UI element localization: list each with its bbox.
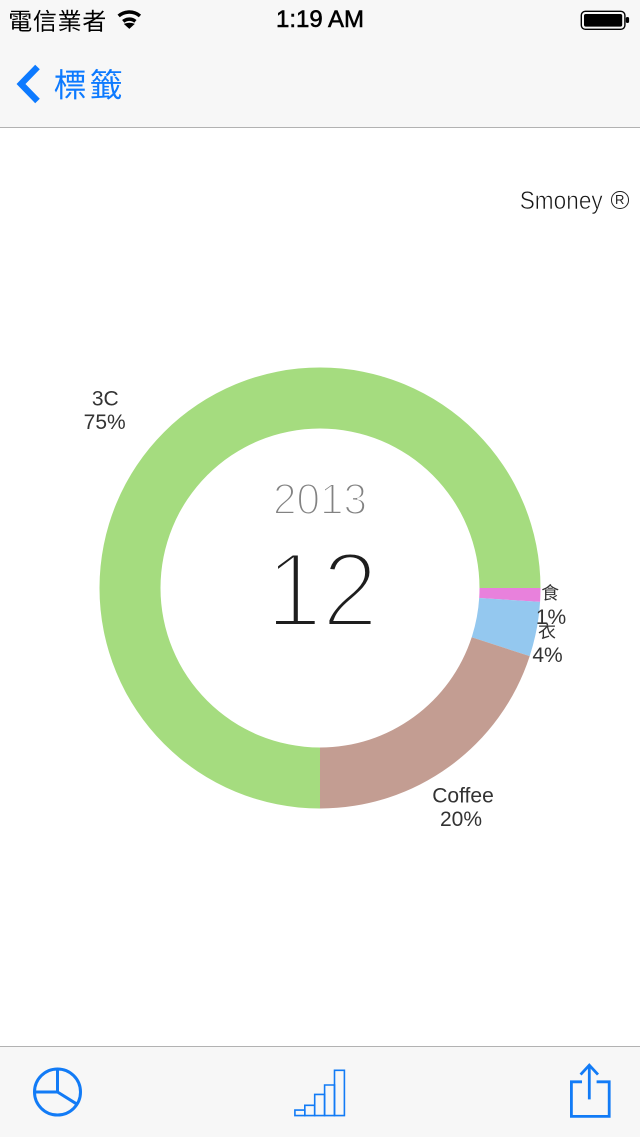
- svg-text:12: 12: [266, 529, 378, 649]
- svg-text:4%: 4%: [532, 644, 562, 667]
- svg-text:3C: 3C: [92, 387, 119, 410]
- svg-text:1%: 1%: [536, 606, 566, 629]
- svg-text:Coffee: Coffee: [432, 785, 494, 808]
- svg-text:75%: 75%: [84, 411, 126, 434]
- svg-text:20%: 20%: [440, 808, 482, 831]
- svg-text:2013: 2013: [273, 475, 367, 524]
